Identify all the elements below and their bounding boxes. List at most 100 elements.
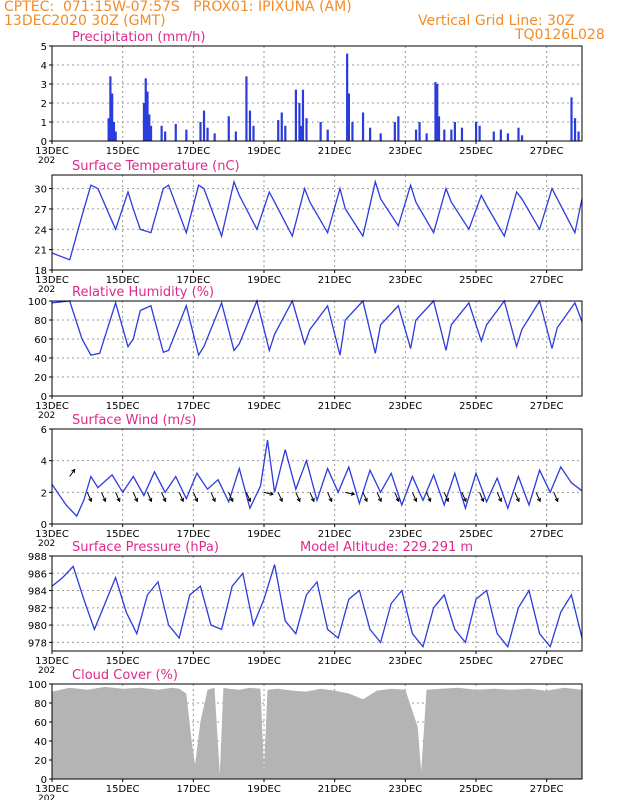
wind-arrow-head [296, 497, 301, 503]
wind-xtick-label: 23DEC [388, 529, 422, 540]
rh-xtick-label: 25DEC [459, 401, 493, 412]
pres-ytick-label: 988 [28, 552, 47, 563]
rh-ytick-label: 40 [34, 354, 47, 365]
precip-bar [351, 122, 354, 141]
precip-bar [570, 97, 573, 141]
precip-bar [499, 129, 502, 141]
cloud-ytick-label: 20 [34, 756, 47, 767]
wind-arrow [263, 491, 274, 495]
pres-ytick-label: 982 [28, 604, 47, 615]
wind-arrow-head [134, 497, 139, 503]
wind-arrow-head [462, 497, 467, 503]
grid-note: Vertical Grid Line: 30Z [418, 13, 575, 29]
wind-arrow-head [498, 497, 502, 503]
pres-subtitle: Model Altitude: 229.291 m [300, 540, 473, 555]
wind-arrow-head [229, 497, 234, 503]
precip-frame [51, 45, 583, 142]
precip-ytick-label: 4 [41, 61, 47, 72]
precip-ytick-label: 3 [41, 80, 47, 91]
wind-frame [51, 428, 583, 525]
rh-xtick-label: 17DEC [176, 401, 210, 412]
precip-bar [347, 93, 350, 141]
precip-ytick-label: 0 [41, 137, 47, 148]
pres-xtick-label: 27DEC [530, 656, 564, 667]
precip-panel: 0 1 2 3 4 5 13DEC 15DEC 17DEC 19DEC 21DEC 23DEC 25DE… [35, 30, 583, 166]
wind-arrow-head [413, 497, 418, 503]
cloud-area [52, 686, 582, 779]
precip-bar [144, 78, 147, 141]
header-line2: 13DEC2020 30Z (GMT) [4, 13, 166, 29]
precip-bar [393, 122, 396, 141]
wind-arrow [192, 492, 198, 502]
pres-xtick-label: 13DEC [35, 656, 69, 667]
product-code: TQ0126L028 [515, 27, 605, 43]
precip-ytick-label: 5 [41, 42, 47, 53]
precip-bar [460, 127, 464, 141]
precip-bar [453, 122, 456, 141]
precip-bar [174, 123, 177, 141]
cloud-xtick-label: 19DEC [247, 784, 281, 795]
precip-xtick-label: 23DEC [388, 146, 422, 157]
wind-arrow [327, 492, 333, 502]
precip-bar [234, 131, 237, 141]
temp-xtick-label: 25DEC [459, 275, 493, 286]
rh-xtick-label: 15DEC [106, 401, 140, 412]
temp-xtick-label: 21DEC [318, 275, 352, 286]
wind-arrow-head [310, 497, 315, 503]
precip-bar [185, 129, 188, 141]
wind-arrow [479, 492, 484, 502]
precip-bar [107, 118, 110, 141]
wind-xtick-label: 15DEC [106, 529, 140, 540]
wind-arrow [178, 492, 184, 502]
pres-title: Surface Pressure (hPa) [72, 540, 219, 555]
pres-ytick-label: 978 [28, 638, 47, 649]
precip-bar [213, 133, 216, 141]
cloud-year-label: 202 [38, 794, 55, 800]
wind-arrow [535, 492, 541, 502]
pres-xtick-label: 15DEC [106, 656, 140, 667]
wind-arrow [245, 492, 251, 502]
wind-arrow [101, 492, 106, 502]
cloud-frame [51, 683, 583, 780]
wind-arrow [426, 492, 431, 502]
rh-line [51, 298, 583, 357]
temp-line [51, 179, 583, 261]
precip-bar [109, 76, 112, 141]
wind-arrow [295, 492, 301, 502]
pres-xtick-label: 19DEC [247, 656, 281, 667]
precip-xtick-label: 21DEC [318, 146, 352, 157]
precip-bar [277, 120, 280, 141]
precip-bar [478, 125, 481, 141]
precip-bar [280, 112, 283, 141]
precip-bar [475, 122, 478, 141]
rh-ytick-label: 60 [34, 335, 47, 346]
wind-arrow [146, 492, 152, 502]
cloud-xtick-label: 23DEC [388, 784, 422, 795]
precip-bar [437, 116, 441, 141]
precip-bar [506, 133, 509, 141]
precip-bar [305, 118, 308, 141]
precip-bar [397, 116, 400, 141]
wind-arrow-head [536, 497, 541, 503]
precip-title: Precipitation (mm/h) [72, 30, 205, 45]
temp-xtick-label: 15DEC [106, 275, 140, 286]
precip-bar [573, 118, 577, 141]
precip-ytick-label: 2 [41, 99, 47, 110]
precip-bar [294, 89, 297, 141]
wind-xtick-label: 19DEC [247, 529, 281, 540]
cloud-ytick-label: 40 [34, 737, 47, 748]
wind-arrow-head [445, 497, 449, 503]
wind-arrow [411, 492, 417, 502]
wind-arrow [277, 492, 283, 502]
wind-year-label: 202 [38, 539, 55, 549]
wind-arrow-head [88, 497, 93, 503]
cloud-ytick-label: 100 [28, 680, 47, 691]
temp-xtick-label: 27DEC [530, 275, 564, 286]
pres-xtick-label: 23DEC [388, 656, 422, 667]
precip-bar [284, 125, 287, 141]
wind-title: Surface Wind (m/s) [72, 413, 196, 428]
temp-ytick-label: 27 [34, 205, 47, 216]
wind-arrow-head [350, 491, 356, 496]
precip-bar [199, 122, 202, 141]
